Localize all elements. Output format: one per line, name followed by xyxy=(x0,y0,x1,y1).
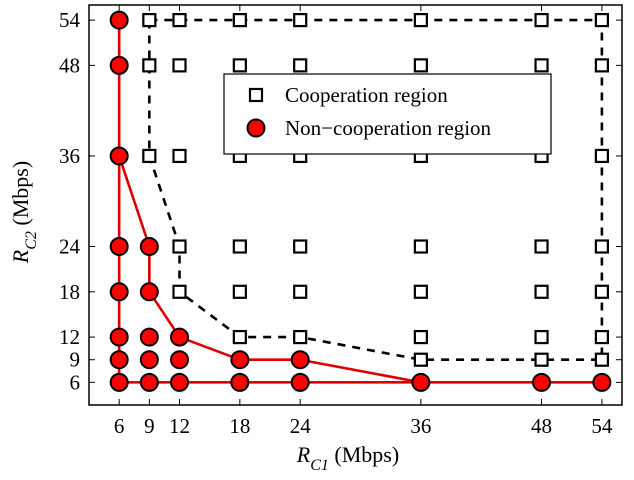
cooperation-point xyxy=(142,148,157,164)
cooperation-point xyxy=(594,329,609,345)
cooperation-point xyxy=(534,329,549,345)
x-tick-label: 6 xyxy=(114,414,125,438)
x-tick-label: 12 xyxy=(169,414,190,438)
cooperation-point xyxy=(232,329,247,345)
y-tick-label: 36 xyxy=(59,144,80,168)
x-axis-label: RC1 (Mbps) xyxy=(296,442,399,474)
cooperation-point xyxy=(142,58,157,73)
legend-cooperation-label: Cooperation region xyxy=(285,83,448,107)
non-cooperation-point xyxy=(170,327,190,347)
cooperation-point xyxy=(293,329,308,345)
legend-cooperation-marker xyxy=(248,87,264,103)
x-tick-label: 18 xyxy=(229,414,250,438)
non-cooperation-point xyxy=(109,372,129,392)
x-tick-label: 24 xyxy=(290,414,312,438)
x-tick-label: 48 xyxy=(531,414,552,438)
cooperation-point xyxy=(413,352,428,367)
cooperation-point xyxy=(413,239,428,254)
legend-noncooperation-marker xyxy=(246,118,266,138)
cooperation-point xyxy=(232,58,247,73)
cooperation-point xyxy=(594,239,609,254)
non-cooperation-point xyxy=(139,282,159,302)
y-tick-label: 9 xyxy=(70,348,81,372)
non-cooperation-point xyxy=(592,372,612,392)
cooperation-point xyxy=(293,284,308,299)
legend-noncooperation-label: Non−cooperation region xyxy=(285,116,492,140)
cooperation-point xyxy=(232,284,247,299)
non-cooperation-point xyxy=(109,146,129,166)
legend-box xyxy=(223,73,552,155)
non-cooperation-point xyxy=(139,327,159,347)
plot-area-frame xyxy=(88,4,623,406)
cooperation-point xyxy=(172,58,187,73)
cooperation-point xyxy=(172,12,187,28)
non-cooperation-point xyxy=(109,282,129,302)
cooperation-point xyxy=(594,58,609,73)
y-tick-label: 6 xyxy=(70,370,81,394)
cooperation-point xyxy=(413,284,428,299)
non-cooperation-point xyxy=(170,350,190,370)
non-cooperation-point xyxy=(290,372,310,392)
cooperation-point xyxy=(534,12,549,28)
non-cooperation-point xyxy=(139,237,159,257)
y-tick-label: 48 xyxy=(59,53,80,77)
x-tick-label: 36 xyxy=(410,414,431,438)
cooperation-point xyxy=(594,148,609,164)
cooperation-point xyxy=(413,329,428,345)
cooperation-point xyxy=(534,239,549,254)
y-tick-label: 12 xyxy=(59,325,80,349)
y-tick-label: 24 xyxy=(59,235,81,259)
y-tick-label: 18 xyxy=(59,280,80,304)
cooperation-point xyxy=(172,284,187,299)
cooperation-point xyxy=(232,239,247,254)
cooperation-point xyxy=(232,12,247,28)
non-cooperation-point xyxy=(139,350,159,370)
cooperation-boundary-line xyxy=(148,18,604,362)
non-cooperation-point xyxy=(290,350,310,370)
non-cooperation-point xyxy=(109,350,129,370)
non-cooperation-point xyxy=(109,327,129,347)
cooperation-point xyxy=(413,12,428,28)
cooperation-point xyxy=(594,284,609,299)
cooperation-point xyxy=(534,352,549,367)
cooperation-point xyxy=(534,58,549,73)
non-cooperation-point xyxy=(170,372,190,392)
legend: Cooperation region Non−cooperation regio… xyxy=(223,73,552,155)
x-tick-label: 9 xyxy=(144,414,155,438)
non-cooperation-point xyxy=(411,372,431,392)
non-cooperation-point xyxy=(139,372,159,392)
plot-layer xyxy=(109,10,612,392)
non-cooperation-point xyxy=(532,372,552,392)
non-cooperation-point xyxy=(230,350,250,370)
cooperation-point xyxy=(293,12,308,28)
non-cooperation-point xyxy=(109,10,129,30)
x-tick-label: 54 xyxy=(591,414,613,438)
cooperation-point xyxy=(594,12,609,28)
cooperation-point xyxy=(293,58,308,73)
cooperation-point xyxy=(293,239,308,254)
cooperation-point xyxy=(534,284,549,299)
cooperation-point xyxy=(172,239,187,254)
non-cooperation-point xyxy=(230,372,250,392)
cooperation-point xyxy=(172,148,187,164)
non-cooperation-point xyxy=(109,237,129,257)
non-cooperation-point xyxy=(109,55,129,75)
y-axis-label: RC2 (Mbps) xyxy=(8,161,40,264)
y-tick-label: 54 xyxy=(59,8,81,32)
cooperation-point xyxy=(413,58,428,73)
cooperation-point xyxy=(142,12,157,28)
cooperation-point xyxy=(594,352,609,367)
